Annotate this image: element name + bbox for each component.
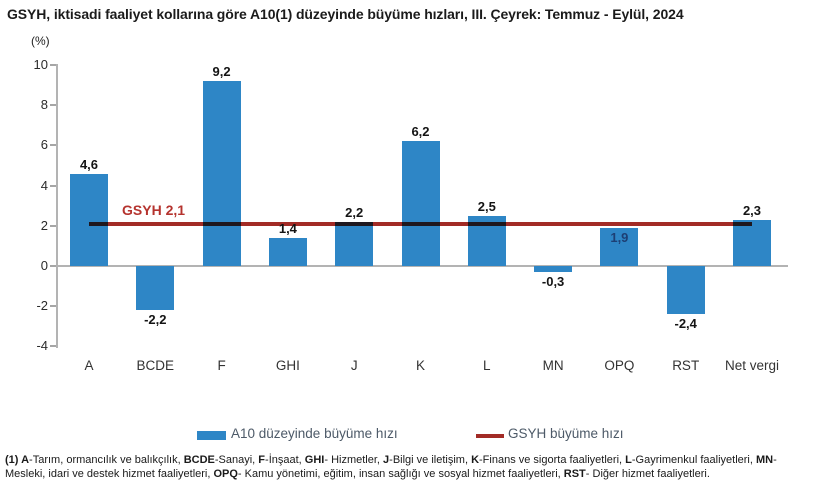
y-tick-label: 6 — [40, 137, 48, 153]
footnote-text: -Finans ve sigorta faaliyetleri, — [479, 454, 626, 466]
bar-A — [70, 173, 108, 266]
y-axis-unit-label: (%) — [31, 34, 50, 48]
bar-Net vergi — [733, 219, 771, 266]
y-axis-line — [56, 64, 58, 349]
bar-value-label: -2,2 — [144, 312, 167, 328]
y-tick-label: 8 — [40, 97, 48, 113]
legend-bar-swatch-icon — [197, 431, 226, 440]
footnote-text: - Diğer hizmet faaliyetleri. — [585, 468, 710, 480]
x-category-label: F — [217, 358, 226, 373]
footnote-code: BCDE — [183, 454, 215, 466]
bar-BCDE — [136, 266, 175, 311]
bar-value-label: -2,4 — [674, 316, 697, 332]
bar-value-label: 2,2 — [345, 204, 364, 220]
gsyh-reference-label: GSYH 2,1 — [122, 202, 186, 218]
x-category-label: K — [415, 358, 425, 373]
y-tick-label: 0 — [40, 258, 48, 273]
footnote-code: K — [471, 454, 480, 466]
x-category-label: L — [483, 358, 491, 373]
bar-GHI — [268, 237, 307, 266]
footnote-code: F — [258, 454, 266, 466]
x-category-label: MN — [542, 358, 564, 373]
x-category-label: GHI — [275, 358, 300, 373]
footnote-code: J — [383, 454, 390, 466]
legend-line-swatch-icon — [476, 434, 504, 438]
footnote-text: -Gayrimenkul faaliyetleri, — [631, 454, 756, 466]
footnote-text: -Sanayi, — [214, 454, 259, 466]
plot-area: 10 8 6 4 2 0 -2 -4 4,6 A -2,2 BCDE 9,2 F 1,4 GHI 2,2 J 6,2… — [33, 57, 788, 373]
gsyh-reference-line — [89, 221, 752, 226]
footnote-code: OPQ — [213, 468, 238, 480]
footnote-code: (1) A — [5, 454, 30, 466]
bar-F — [202, 81, 241, 266]
footnote-text: -Tarım, ormancılık ve balıkçılık, — [29, 454, 184, 466]
bar-value-label: -0,3 — [541, 274, 565, 290]
footnote: (1) A-Tarım, ormancılık ve balıkçılık, B… — [5, 453, 817, 481]
y-tick-mark — [50, 305, 56, 308]
bar-value-label: 4,6 — [79, 156, 99, 172]
y-tick-mark — [50, 104, 56, 107]
legend-label-a10: A10 düzeyinde büyüme hızı — [231, 426, 398, 441]
x-axis-zero-line — [56, 265, 788, 267]
bar-K — [401, 141, 440, 266]
legend: A10 düzeyinde büyüme hızı GSYH büyüme hı… — [0, 420, 820, 446]
y-tick-mark — [50, 184, 56, 187]
y-tick-label: 10 — [33, 57, 48, 72]
footnote-text: -İnşaat, — [265, 454, 305, 466]
x-category-label: BCDE — [136, 358, 175, 373]
chart-title: GSYH, iktisadi faaliyet kollarına göre A… — [7, 6, 684, 22]
x-category-label: OPQ — [604, 358, 635, 373]
y-tick-label: -4 — [36, 338, 48, 354]
x-category-label: RST — [672, 358, 700, 373]
footnote-text: - Mesleki, idari ve destek hizmet faaliy… — [5, 454, 777, 480]
footnote-code: MN — [755, 454, 774, 466]
bar-RST — [666, 266, 705, 315]
bar-value-label: 2,3 — [742, 202, 762, 218]
bar-OPQ — [600, 227, 639, 266]
y-tick-mark — [50, 224, 56, 227]
footnote-code: L — [625, 454, 632, 466]
bar-value-label: 9,2 — [212, 64, 231, 80]
y-tick-label: 2 — [40, 217, 48, 233]
bar-value-label: 6,2 — [411, 124, 430, 140]
bar-value-label: 2,5 — [477, 198, 496, 214]
legend-label-gsyh: GSYH büyüme hızı — [508, 426, 624, 441]
y-tick-mark — [50, 64, 56, 66]
x-category-label: Net vergi — [724, 358, 780, 373]
bar-J — [335, 221, 374, 266]
bar-value-label: 1,9 — [610, 229, 629, 245]
bar-MN — [534, 266, 573, 273]
footnote-text: - Hizmetler, — [324, 454, 384, 466]
y-tick-label: -2 — [36, 298, 48, 314]
y-tick-label: 4 — [40, 177, 48, 193]
y-tick-mark — [50, 265, 56, 267]
footnote-code: GHI — [304, 454, 325, 466]
x-category-label: J — [350, 358, 358, 373]
y-tick-mark — [50, 345, 56, 348]
bar-value-label: 1,4 — [278, 220, 297, 236]
footnote-text: -Bilgi ve iletişim, — [389, 454, 472, 466]
x-category-label: A — [84, 358, 94, 373]
footnote-code: RST — [563, 468, 586, 480]
footnote-text: - Kamu yönetimi, eğitim, insan sağlığı v… — [237, 468, 564, 480]
y-tick-mark — [50, 144, 56, 147]
